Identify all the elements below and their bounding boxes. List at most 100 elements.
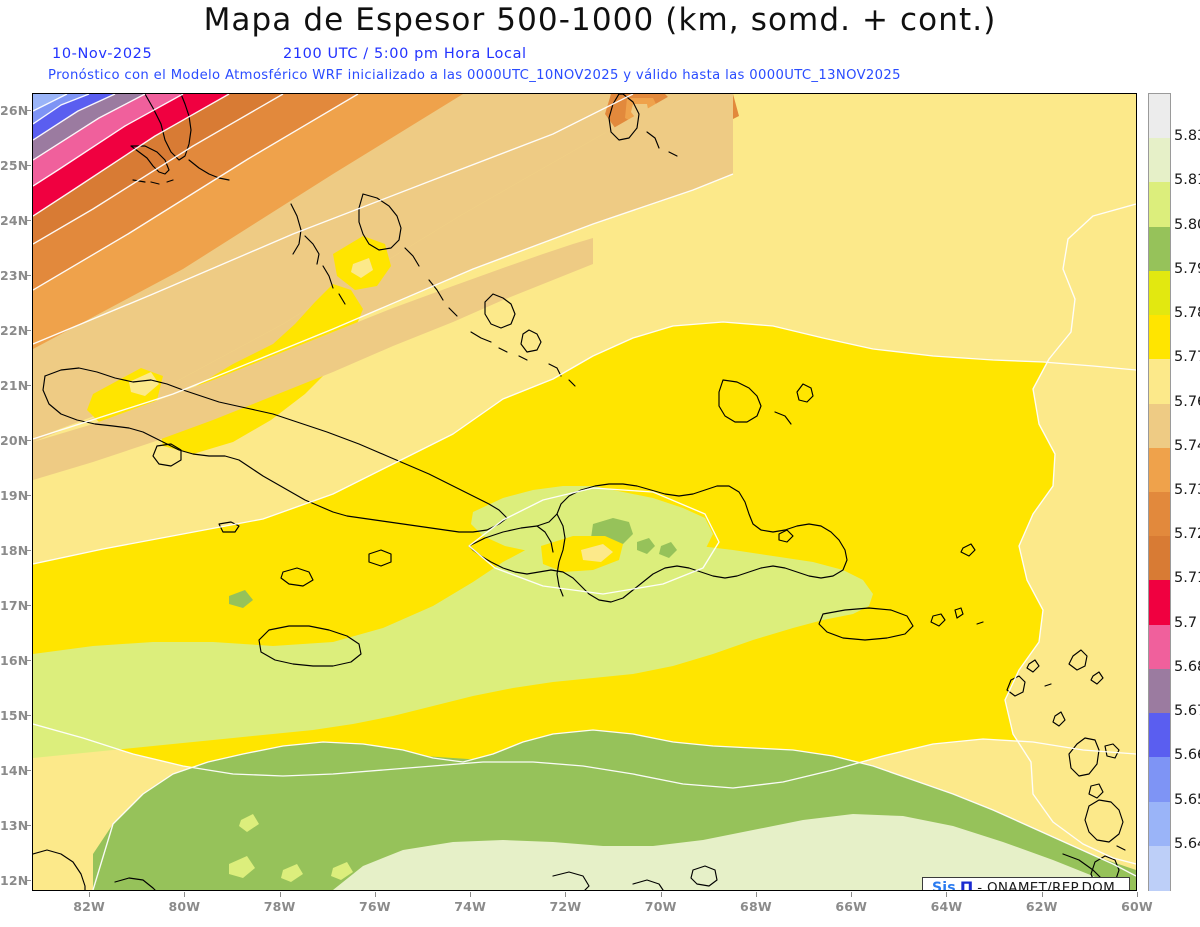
latitude-tick-mark xyxy=(26,879,31,881)
colorbar-swatch xyxy=(1149,845,1170,891)
longitude-tick-label: 76W xyxy=(359,899,391,914)
colorbar-swatch xyxy=(1149,757,1170,803)
latitude-tick-mark xyxy=(26,109,31,111)
longitude-tick-mark xyxy=(470,892,472,897)
colorbar-tick-label: 5.772 xyxy=(1174,349,1200,366)
watermark-badge: Sis Π - ONAMET/REP.DOM. xyxy=(922,877,1130,891)
longitude-tick-mark xyxy=(374,892,376,897)
longitude-tick-label: 60W xyxy=(1121,899,1153,914)
latitude-tick-mark xyxy=(26,659,31,661)
longitude-tick-label: 80W xyxy=(168,899,201,914)
chart-header: Mapa de Espesor 500-1000 (km, somd. + co… xyxy=(0,0,1200,92)
thickness-shaded-field xyxy=(33,94,1136,890)
colorbar-swatch xyxy=(1149,713,1170,758)
map-plot-area: Sis Π - ONAMET/REP.DOM. xyxy=(32,93,1137,891)
colorbar-tick-label: 5.652 xyxy=(1174,791,1200,808)
latitude-tick-mark xyxy=(26,769,31,771)
colorbar-tick-label: 5.783 xyxy=(1174,305,1200,322)
colorbar-tick-label: 5.748 xyxy=(1174,437,1200,454)
latitude-tick-label: 26N xyxy=(0,102,29,118)
colorbar xyxy=(1148,93,1171,891)
latitude-tick-mark xyxy=(26,494,31,496)
colorbar-tick-label: 5.64 xyxy=(1174,835,1200,852)
colorbar-tick-label: 5.688 xyxy=(1174,658,1200,675)
longitude-tick-label: 82W xyxy=(73,899,106,914)
longitude-tick-mark xyxy=(1137,892,1138,897)
latitude-tick-label: 24N xyxy=(0,212,29,228)
watermark-org-text: - ONAMET/REP.DOM. xyxy=(977,880,1120,891)
colorbar-tick-label: 5.664 xyxy=(1174,747,1200,764)
colorbar-swatch xyxy=(1149,138,1170,184)
colorbar-swatch xyxy=(1149,182,1170,228)
latitude-tick-mark xyxy=(26,384,31,386)
colorbar-tick-label: 5.807 xyxy=(1174,216,1200,233)
page-title: Mapa de Espesor 500-1000 (km, somd. + co… xyxy=(203,2,997,38)
longitude-tick-label: 64W xyxy=(930,899,963,914)
longitude-tick-mark xyxy=(660,892,662,897)
colorbar-tick-labels: 5.831 5.819 5.807 5.795 5.783 5.772 5.76 5.748 5… xyxy=(1174,93,1200,891)
latitude-tick-mark xyxy=(26,274,31,276)
longitude-tick-mark xyxy=(279,892,281,897)
longitude-tick-mark xyxy=(946,892,948,897)
colorbar-swatch xyxy=(1149,315,1170,360)
colorbar-tick-label: 5.712 xyxy=(1174,570,1200,587)
latitude-tick-label: 16N xyxy=(0,652,29,668)
longitude-tick-mark xyxy=(565,892,567,897)
longitude-tick-mark xyxy=(184,892,186,897)
longitude-tick-mark xyxy=(89,892,91,897)
colorbar-swatch xyxy=(1149,668,1170,714)
colorbar-swatch xyxy=(1149,447,1170,493)
latitude-tick-label: 21N xyxy=(0,377,29,393)
longitude-tick-label: 62W xyxy=(1025,899,1058,914)
latitude-tick-label: 18N xyxy=(0,542,29,558)
longitude-tick-label: 68W xyxy=(740,899,772,914)
colorbar-tick-label: 5.831 xyxy=(1174,128,1200,145)
latitude-tick-label: 20N xyxy=(0,432,29,448)
latitude-tick-label: 23N xyxy=(0,267,29,283)
colorbar-swatch xyxy=(1149,226,1170,272)
colorbar-tick-label: 5.795 xyxy=(1174,260,1200,277)
longitude-tick-label: 78W xyxy=(263,899,296,914)
model-description-label: Pronóstico con el Modelo Atmosférico WRF… xyxy=(48,68,901,83)
latitude-tick-label: 15N xyxy=(0,707,29,723)
longitude-tick-label: 74W xyxy=(454,899,487,914)
colorbar-swatch xyxy=(1149,359,1170,405)
colorbar-tick-label: 5.819 xyxy=(1174,172,1200,189)
longitude-tick-mark xyxy=(851,892,853,897)
colorbar-tick-label: 5.676 xyxy=(1174,703,1200,720)
colorbar-swatch xyxy=(1149,801,1170,847)
latitude-tick-mark xyxy=(26,219,31,221)
valid-time-label: 2100 UTC / 5:00 pm Hora Local xyxy=(283,46,527,62)
colorbar-tick-label: 5.724 xyxy=(1174,526,1200,543)
latitude-tick-label: 13N xyxy=(0,817,29,833)
longitude-tick-label: 72W xyxy=(549,899,582,914)
longitude-tick-label: 70W xyxy=(644,899,677,914)
latitude-tick-mark xyxy=(26,604,31,606)
latitude-tick-mark xyxy=(26,439,31,441)
colorbar-swatch xyxy=(1149,580,1170,626)
latitude-tick-mark xyxy=(26,549,31,551)
latitude-tick-label: 25N xyxy=(0,157,29,173)
colorbar-tick-label: 5.7 xyxy=(1174,614,1198,631)
colorbar-swatch xyxy=(1149,624,1170,670)
latitude-tick-mark xyxy=(26,714,31,716)
latitude-tick-mark xyxy=(26,164,31,166)
watermark-pi-icon: Π xyxy=(959,878,974,891)
colorbar-swatch xyxy=(1149,94,1170,139)
latitude-tick-label: 12N xyxy=(0,872,29,888)
colorbar-swatch xyxy=(1149,536,1170,582)
run-date-label: 10-Nov-2025 xyxy=(52,46,153,62)
longitude-tick-mark xyxy=(1041,892,1043,897)
latitude-tick-label: 22N xyxy=(0,322,29,338)
longitude-tick-mark xyxy=(755,892,757,897)
colorbar-swatch xyxy=(1149,492,1170,537)
colorbar-swatch xyxy=(1149,270,1170,316)
latitude-tick-label: 17N xyxy=(0,597,29,613)
latitude-tick-mark xyxy=(26,329,31,331)
colorbar-swatch xyxy=(1149,403,1170,449)
latitude-tick-label: 19N xyxy=(0,487,29,503)
colorbar-tick-label: 5.76 xyxy=(1174,393,1200,410)
watermark-sis-text: Sis xyxy=(932,880,956,891)
latitude-tick-label: 14N xyxy=(0,762,29,778)
longitude-tick-label: 66W xyxy=(835,899,868,914)
